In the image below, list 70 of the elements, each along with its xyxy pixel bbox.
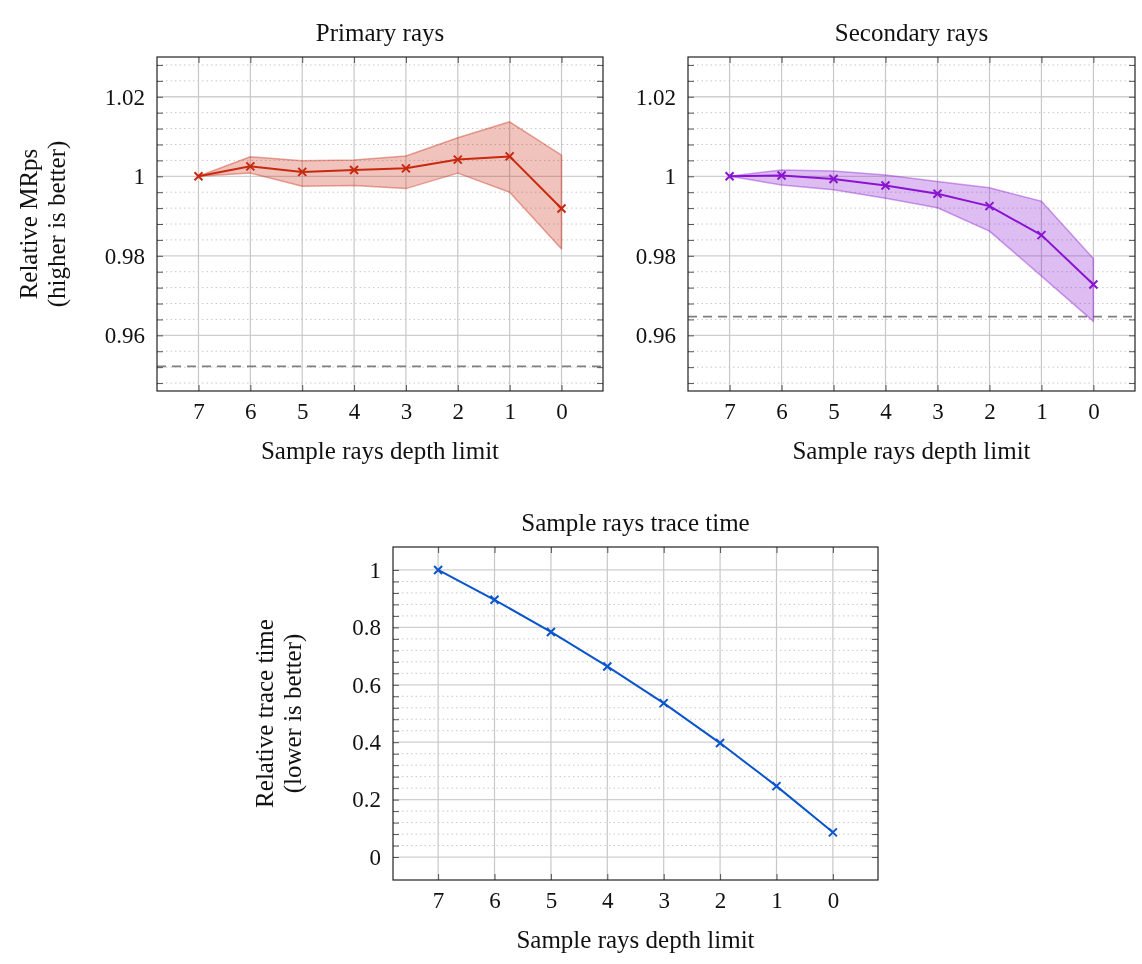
point xyxy=(828,174,839,185)
point xyxy=(556,203,567,214)
x-tick-label: 7 xyxy=(724,399,736,425)
y-axis-title: Relative trace time (lower is better) xyxy=(251,619,307,808)
point xyxy=(1036,230,1047,241)
point xyxy=(602,661,613,672)
x-tick-label: 2 xyxy=(714,888,727,914)
x-tick-label: 0 xyxy=(556,399,568,425)
point xyxy=(489,594,500,605)
point xyxy=(932,188,943,199)
point xyxy=(452,154,463,165)
point xyxy=(297,166,308,177)
point xyxy=(349,164,360,175)
x-tick-label: 1 xyxy=(504,399,516,425)
x-tick-label: 3 xyxy=(932,399,944,425)
x-axis-title: Sample rays depth limit xyxy=(516,926,755,953)
y-tick-label: 0.2 xyxy=(352,787,381,813)
x-tick-label: 5 xyxy=(545,888,558,914)
point xyxy=(504,151,515,162)
point xyxy=(715,738,726,749)
point xyxy=(433,564,444,575)
x-tick-label: 0 xyxy=(1088,399,1100,425)
x-tick-label: 6 xyxy=(245,399,257,425)
y-tick-label: 0.8 xyxy=(352,615,381,641)
y-tick-label: 0.6 xyxy=(352,672,381,698)
y-tick-label: 1 xyxy=(133,164,145,190)
point xyxy=(400,163,411,174)
point xyxy=(880,180,891,191)
x-tick-label: 7 xyxy=(432,888,445,914)
y-tick-label: 1.02 xyxy=(104,84,145,110)
x-tick-label: 4 xyxy=(348,399,361,425)
x-tick-label: 1 xyxy=(771,888,783,914)
x-tick-label: 3 xyxy=(400,399,413,425)
y-tick-label: 1 xyxy=(369,557,381,583)
y-tick-label: 0.96 xyxy=(104,323,145,349)
y-tick-label: 0.96 xyxy=(635,323,676,349)
point xyxy=(1088,279,1099,290)
point xyxy=(984,201,995,212)
x-tick-label: 7 xyxy=(193,399,205,425)
chart-title: Sample rays trace time xyxy=(521,509,750,536)
x-tick-label: 0 xyxy=(827,888,840,914)
point xyxy=(771,781,782,792)
x-axis-title: Sample rays depth limit xyxy=(792,437,1031,464)
x-tick-label: 3 xyxy=(658,888,670,914)
point xyxy=(245,161,256,172)
y-tick-label: 0.4 xyxy=(352,730,382,756)
x-tick-label: 1 xyxy=(1036,399,1048,425)
x-tick-label: 6 xyxy=(776,399,788,425)
x-tick-label: 4 xyxy=(880,399,893,425)
x-tick-label: 2 xyxy=(984,399,996,425)
chart-title: Secondary rays xyxy=(834,19,989,46)
x-tick-label: 2 xyxy=(452,399,465,425)
x-tick-label: 6 xyxy=(489,888,501,914)
point xyxy=(545,626,556,637)
point xyxy=(724,171,735,182)
point xyxy=(827,827,838,838)
x-tick-label: 4 xyxy=(602,888,615,914)
chart-title: Primary rays xyxy=(315,19,445,46)
y-tick-label: 0.98 xyxy=(104,243,145,269)
point xyxy=(776,170,787,181)
y-tick-label: 1.02 xyxy=(635,84,676,110)
y-tick-label: 1 xyxy=(664,164,676,190)
y-axis-title: Relative MRps (higher is better) xyxy=(15,140,71,308)
x-tick-label: 5 xyxy=(828,399,840,425)
point xyxy=(658,698,669,709)
point xyxy=(193,171,204,182)
x-axis-title: Sample rays depth limit xyxy=(260,437,500,464)
y-tick-label: 0 xyxy=(369,844,381,870)
x-tick-label: 5 xyxy=(296,399,309,425)
y-tick-label: 0.98 xyxy=(635,243,676,269)
